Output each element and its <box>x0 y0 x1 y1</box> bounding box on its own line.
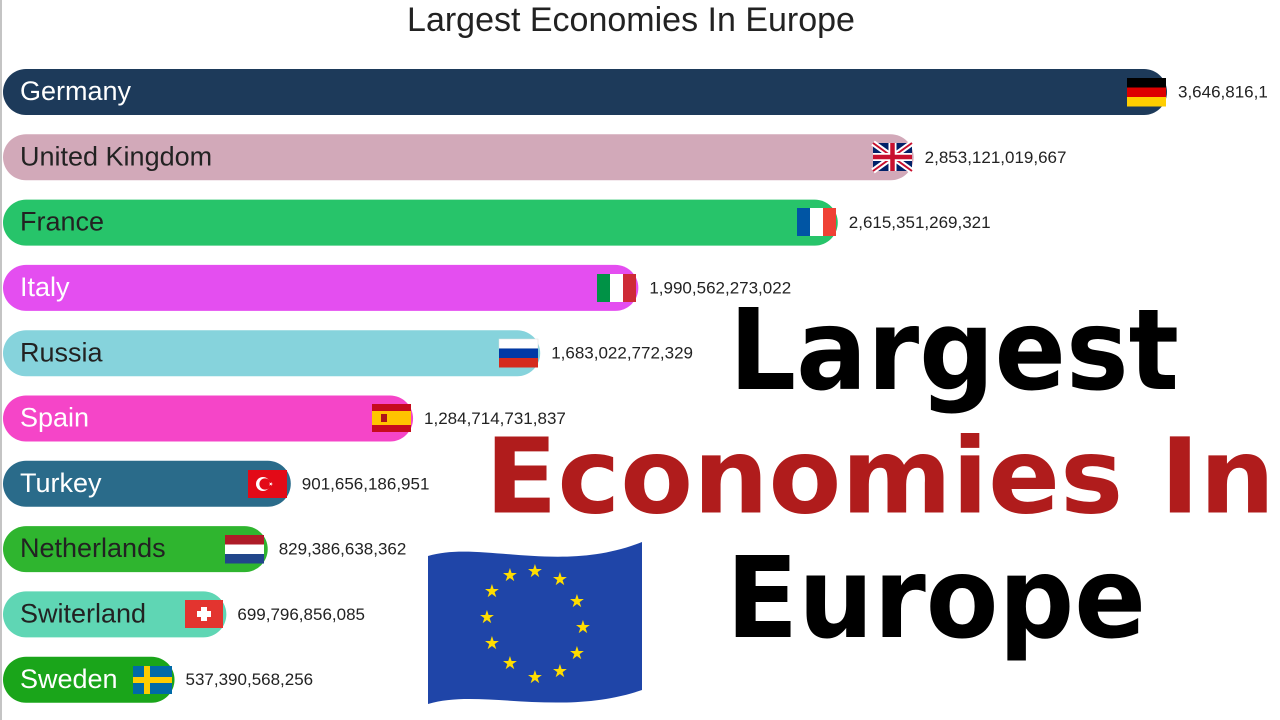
chart-title: Largest Economies In Europe <box>407 1 855 39</box>
bar-label: Netherlands <box>20 533 166 563</box>
flag-france <box>797 208 836 236</box>
bar <box>3 69 1167 115</box>
flag-germany <box>1127 78 1166 107</box>
bar-label: Italy <box>20 272 70 302</box>
value-label: 3,646,816,1 <box>1178 82 1268 101</box>
value-label: 2,615,351,269,321 <box>849 213 991 232</box>
svg-text:★: ★ <box>527 667 543 687</box>
bar-label: United Kingdom <box>20 141 212 171</box>
svg-text:★: ★ <box>552 569 568 589</box>
bar-label: Germany <box>20 76 132 106</box>
svg-text:★: ★ <box>484 633 500 653</box>
bar <box>3 526 268 573</box>
bar <box>3 330 541 377</box>
flags <box>133 78 1166 694</box>
flag-uk <box>871 140 914 174</box>
value-label: 1,683,022,772,329 <box>551 344 693 363</box>
bars: Germany 3,646,816,1 United Kingdom 2,853,12… <box>3 69 1268 703</box>
bar-label: Spain <box>20 403 89 433</box>
headline-text: Largest <box>729 286 1179 416</box>
svg-text:★: ★ <box>569 643 585 663</box>
bar <box>3 591 227 638</box>
bar-label: Turkey <box>20 468 102 498</box>
svg-text:★: ★ <box>569 591 585 611</box>
bar <box>3 199 838 246</box>
bar-label: France <box>20 207 104 237</box>
flag-netherlands <box>225 535 264 564</box>
bar <box>3 460 291 507</box>
flag-switzerland <box>185 600 223 628</box>
svg-text:★: ★ <box>527 561 543 581</box>
value-label: 901,656,186,951 <box>302 474 430 493</box>
flag-turkey <box>248 470 287 498</box>
svg-text:★: ★ <box>502 565 518 585</box>
bar <box>3 264 639 311</box>
svg-text:★: ★ <box>484 581 500 601</box>
svg-text:★: ★ <box>575 617 591 637</box>
value-label: 699,796,856,085 <box>237 605 365 624</box>
value-label: 537,390,568,256 <box>186 670 314 689</box>
bar <box>3 656 175 703</box>
flag-russia <box>498 338 539 368</box>
bar-label: Sweden <box>20 664 118 694</box>
headline-text: Economies In <box>485 415 1275 537</box>
svg-text:★: ★ <box>552 661 568 681</box>
eu-flag: ★ ★ ★ ★ ★ ★ ★ ★ ★ ★ ★ ★ <box>428 542 642 704</box>
bar-label: Switerland <box>20 599 146 629</box>
headline-text: Europe <box>726 534 1146 664</box>
bar <box>3 134 914 181</box>
flag-sweden <box>133 666 172 694</box>
bar-label: Russia <box>20 337 104 367</box>
flag-spain <box>372 404 411 432</box>
value-label: 829,386,638,362 <box>279 540 407 559</box>
svg-text:★: ★ <box>502 653 518 673</box>
value-label: 2,853,121,019,667 <box>925 148 1067 167</box>
flag-italy <box>597 274 636 302</box>
svg-text:★: ★ <box>479 607 495 627</box>
value-label: 1,990,562,273,022 <box>649 278 791 297</box>
value-label: 1,284,714,731,837 <box>424 409 566 428</box>
bar <box>3 395 414 442</box>
